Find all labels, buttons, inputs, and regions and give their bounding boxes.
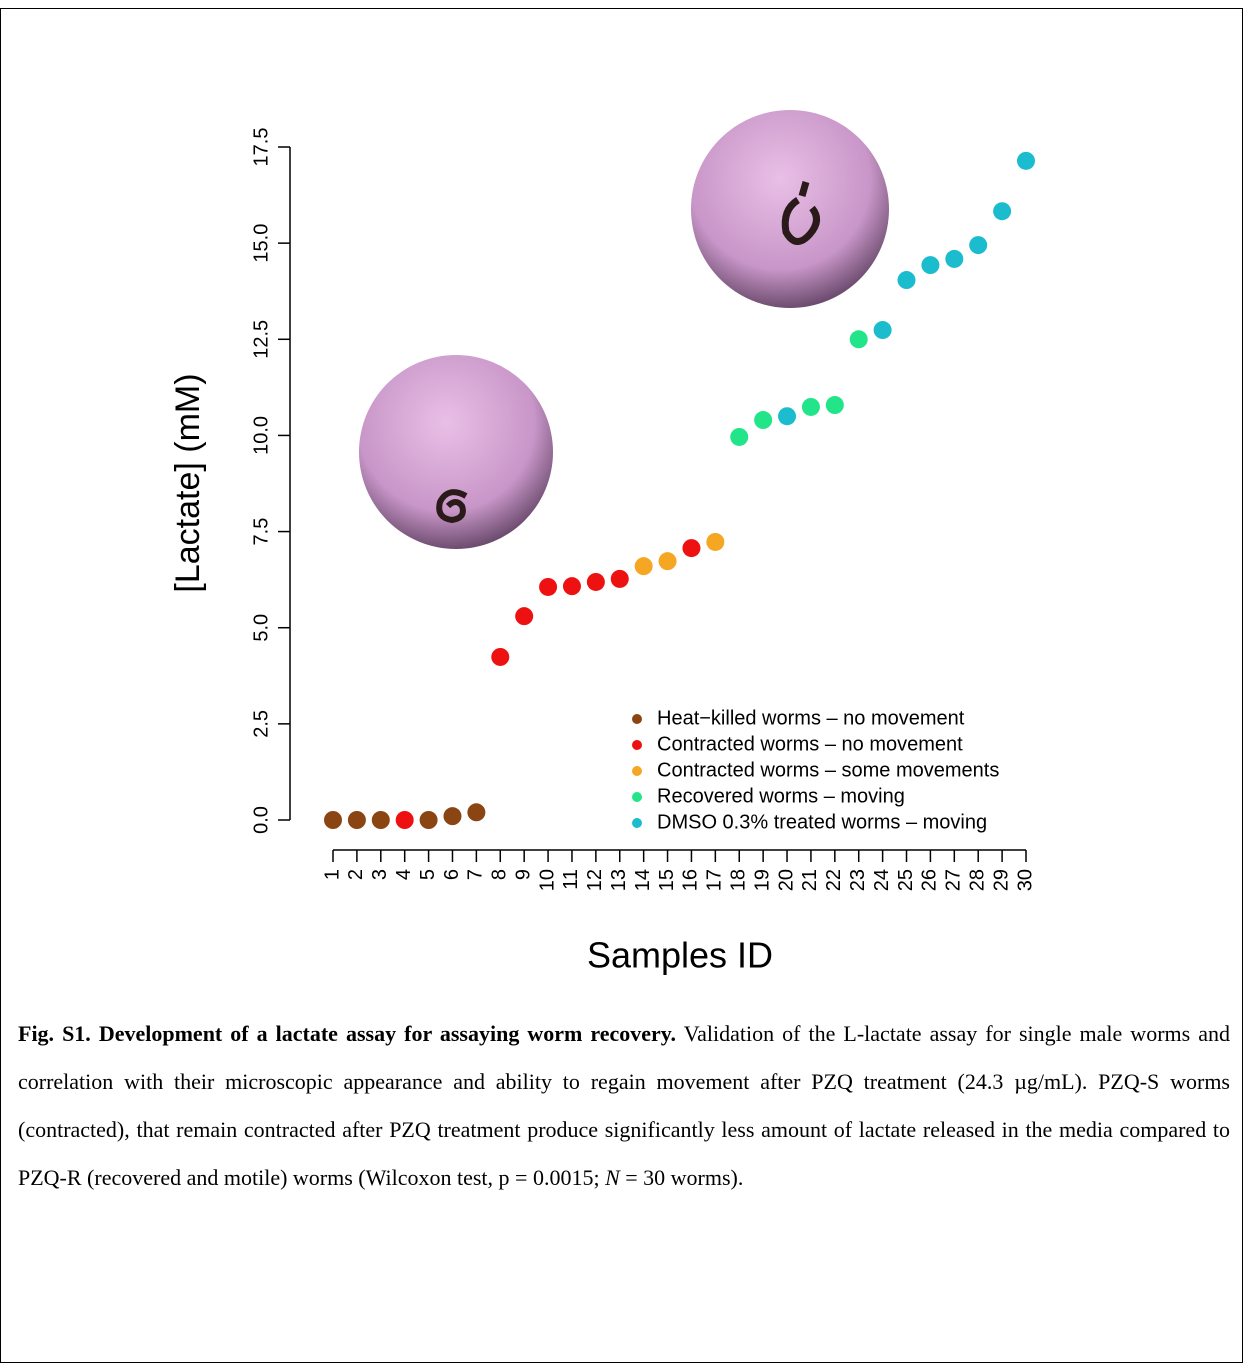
point — [730, 427, 749, 446]
x-tick-label: 7 — [465, 869, 487, 880]
x-tick-label: 28 — [966, 869, 988, 891]
point — [539, 577, 558, 596]
y-tick-label: 5.0 — [250, 614, 272, 642]
point — [993, 202, 1012, 221]
y-tick-label: 7.5 — [250, 518, 272, 546]
x-tick-label: 26 — [919, 869, 941, 891]
x-tick-label: 9 — [512, 869, 534, 880]
point — [371, 811, 390, 829]
x-tick-label: 11 — [560, 869, 582, 890]
point — [825, 396, 844, 415]
x-tick-label: 21 — [799, 869, 821, 891]
x-tick-label: 29 — [990, 869, 1012, 891]
x-tick-label: 19 — [751, 869, 773, 891]
point — [849, 330, 868, 349]
point — [897, 271, 916, 290]
point — [419, 811, 438, 829]
legend-marker — [632, 714, 642, 724]
legend-label: Heat−killed worms – no movement — [657, 707, 965, 729]
legend-marker — [632, 766, 642, 776]
legend-marker — [632, 818, 642, 828]
point — [658, 552, 677, 571]
x-tick-label: 25 — [895, 869, 917, 891]
x-tick-label: 30 — [1014, 869, 1036, 891]
x-tick-label: 6 — [441, 869, 463, 880]
point — [515, 607, 534, 626]
x-tick-label: 24 — [871, 869, 893, 891]
caption-text: Validation of the L-lactate assay for si… — [18, 1021, 1230, 1190]
worm-image — [359, 355, 553, 549]
x-tick-label: 27 — [943, 869, 965, 891]
point — [443, 807, 462, 826]
x-tick-label: 3 — [369, 869, 391, 880]
legend-label: Contracted worms – some movements — [657, 759, 999, 781]
point — [562, 577, 581, 596]
legend-label: Contracted worms – no movement — [657, 733, 963, 755]
x-tick-label: 1 — [321, 869, 343, 880]
point — [969, 236, 988, 255]
point — [586, 572, 605, 591]
point — [610, 569, 629, 588]
x-tick-label: 12 — [584, 869, 606, 891]
point — [682, 539, 701, 558]
x-axis-title: Samples ID — [587, 935, 773, 976]
y-axis-title: [Lactate] (mM) — [169, 373, 207, 592]
y-tick-label: 0.0 — [250, 806, 272, 834]
x-tick-label: 8 — [489, 869, 511, 880]
y-tick-label: 12.5 — [250, 320, 272, 359]
x-tick-label: 23 — [847, 869, 869, 891]
y-tick-label: 2.5 — [250, 710, 272, 738]
x-tick-label: 2 — [345, 869, 367, 880]
point — [778, 407, 797, 426]
point — [706, 532, 725, 551]
x-tick-label: 13 — [608, 869, 630, 891]
y-tick-label: 10.0 — [250, 416, 272, 455]
point — [945, 249, 964, 268]
x-tick-label: 17 — [704, 869, 726, 891]
point — [395, 811, 414, 829]
y-tick-label: 17.5 — [250, 128, 272, 167]
point — [921, 256, 940, 275]
worm-image — [691, 110, 889, 308]
x-tick-label: 5 — [417, 869, 439, 880]
point — [467, 803, 486, 822]
point — [347, 811, 366, 829]
x-tick-label: 10 — [536, 869, 558, 891]
x-tick-label: 18 — [728, 869, 750, 891]
x-tick-label: 16 — [680, 869, 702, 891]
point — [754, 411, 773, 430]
point — [801, 397, 820, 416]
point — [634, 557, 653, 576]
legend-label: Recovered worms – moving — [657, 785, 905, 807]
x-tick-label: 4 — [393, 869, 415, 880]
figure-frame — [0, 8, 1243, 1363]
caption-text: = 30 worms). — [619, 1165, 744, 1190]
point — [873, 321, 892, 340]
caption: Fig. S1. Development of a lactate assay … — [18, 1010, 1230, 1202]
x-tick-label: 14 — [632, 869, 654, 891]
caption-title: Fig. S1. Development of a lactate assay … — [18, 1021, 677, 1046]
legend-label: DMSO 0.3% treated worms – moving — [657, 811, 987, 833]
point — [324, 811, 342, 829]
chart: [Lactate] (mM) Samples ID 0.0 2.5 5.0 7.5 10… — [169, 110, 1036, 976]
x-tick-label: 20 — [775, 869, 797, 891]
point — [491, 647, 510, 666]
x-tick-label: 15 — [656, 869, 678, 891]
y-tick-label: 15.0 — [250, 224, 272, 263]
legend-marker — [632, 740, 642, 750]
caption-text: N — [605, 1165, 620, 1190]
legend-marker — [632, 792, 642, 802]
point — [1017, 151, 1035, 170]
x-tick-label: 22 — [823, 869, 845, 891]
